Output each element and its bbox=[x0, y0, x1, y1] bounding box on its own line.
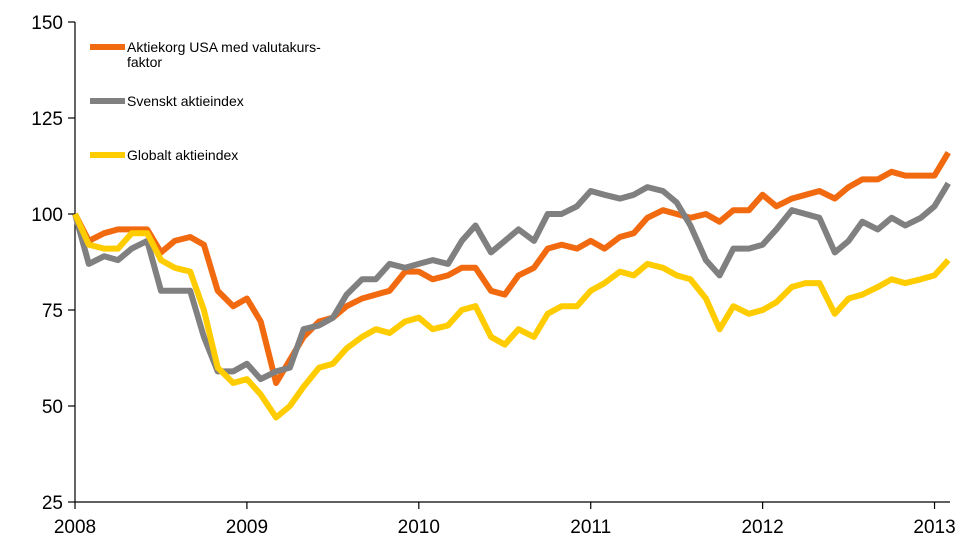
x-tick-label: 2009 bbox=[226, 517, 268, 538]
y-tick-label: 75 bbox=[42, 301, 63, 322]
y-tick-label: 125 bbox=[31, 109, 63, 130]
x-tick-label: 2010 bbox=[398, 517, 440, 538]
y-tick-label: 100 bbox=[31, 205, 63, 226]
y-tick-label: 50 bbox=[42, 397, 63, 418]
legend-label: Svenskt aktieindex bbox=[127, 93, 244, 109]
y-tick-label: 25 bbox=[42, 493, 63, 514]
x-tick-label: 2013 bbox=[913, 517, 955, 538]
series-line bbox=[72, 212, 951, 421]
x-tick-label: 2011 bbox=[570, 517, 611, 538]
series-line bbox=[72, 151, 951, 386]
legend-label: Aktiekorg USA med valutakurs- faktor bbox=[127, 39, 321, 70]
y-tick-label: 150 bbox=[31, 13, 63, 34]
x-tick-label: 2012 bbox=[741, 517, 783, 538]
x-tick-label: 2008 bbox=[54, 517, 96, 538]
legend-label: Globalt aktieindex bbox=[127, 147, 239, 163]
